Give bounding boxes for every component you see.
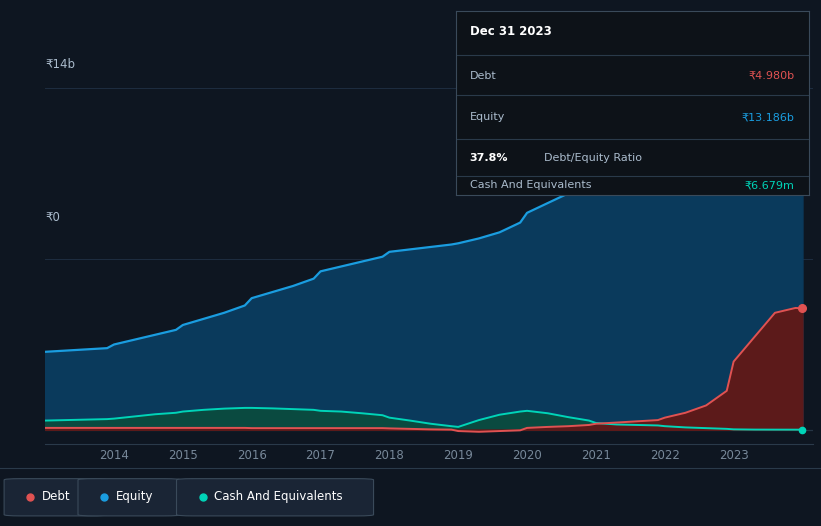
- FancyBboxPatch shape: [78, 479, 181, 516]
- Text: Cash And Equivalents: Cash And Equivalents: [470, 180, 591, 190]
- Text: Debt/Equity Ratio: Debt/Equity Ratio: [544, 153, 642, 163]
- Text: Debt: Debt: [470, 71, 497, 81]
- Text: ₹0: ₹0: [45, 210, 60, 224]
- FancyBboxPatch shape: [4, 479, 107, 516]
- Text: Debt: Debt: [42, 490, 71, 503]
- Text: Dec 31 2023: Dec 31 2023: [470, 25, 552, 38]
- Text: Equity: Equity: [116, 490, 154, 503]
- Text: ₹14b: ₹14b: [45, 58, 76, 71]
- Text: ₹13.186b: ₹13.186b: [741, 112, 795, 123]
- Text: ₹6.679m: ₹6.679m: [745, 180, 795, 190]
- Text: Cash And Equivalents: Cash And Equivalents: [214, 490, 343, 503]
- FancyBboxPatch shape: [177, 479, 374, 516]
- Text: Equity: Equity: [470, 112, 505, 123]
- Text: 37.8%: 37.8%: [470, 153, 508, 163]
- Text: ₹4.980b: ₹4.980b: [749, 71, 795, 81]
